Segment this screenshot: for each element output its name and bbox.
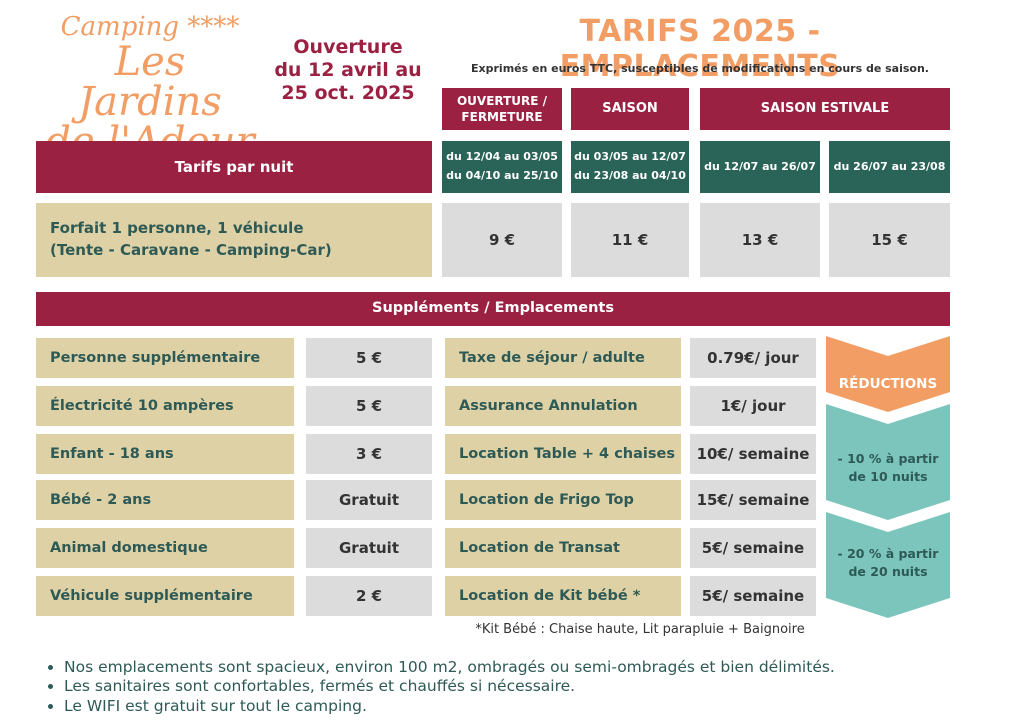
reduction-10: - 10 % à partir de 10 nuits — [837, 451, 939, 485]
supp-left-price-3: 3 € — [306, 434, 432, 474]
logo-line-2: Les Jardins — [78, 39, 222, 125]
supp-left-price-6: 2 € — [306, 576, 432, 616]
supp-right-price-2: 1€/ jour — [690, 386, 816, 426]
supp-left-label-3: Enfant - 18 ans — [36, 434, 294, 474]
supp-right-label-6: Location de Kit bébé * — [445, 576, 681, 616]
info-bullets: Nos emplacements sont spacieux, environ … — [40, 658, 835, 716]
forfait-price-1: 9 € — [442, 203, 562, 277]
opening-line-2: du 12 avril au — [274, 58, 422, 81]
supp-left-price-5: Gratuit — [306, 528, 432, 568]
page-subtitle: Exprimés en euros TTC, susceptibles de m… — [471, 62, 929, 75]
opening-dates: Ouverture du 12 avril au 25 oct. 2025 — [268, 36, 428, 104]
nightly-rates-header: Tarifs par nuit — [36, 141, 432, 193]
date-range-1: du 12/04 au 03/05 du 04/10 au 25/10 — [442, 141, 562, 193]
supp-right-price-4: 15€/ semaine — [690, 480, 816, 520]
forfait-price-2: 11 € — [571, 203, 689, 277]
opening-line-3: 25 oct. 2025 — [281, 81, 415, 104]
supp-left-label-6: Véhicule supplémentaire — [36, 576, 294, 616]
forfait-price-4: 15 € — [829, 203, 950, 277]
supp-right-price-1: 0.79€/ jour — [690, 338, 816, 378]
reduction-20: - 20 % à partir de 20 nuits — [837, 546, 939, 580]
reductions-title: RÉDUCTIONS — [838, 376, 938, 392]
reductions-arrow-teal-1 — [826, 404, 950, 520]
supp-left-label-2: Électricité 10 ampères — [36, 386, 294, 426]
camping-logo: Camping **** Les Jardins de l'Adour — [40, 14, 260, 162]
logo-line-1: Camping **** — [60, 12, 240, 42]
period-saison-estivale: SAISON ESTIVALE — [700, 88, 950, 130]
date-range-3: du 12/07 au 26/07 — [700, 141, 820, 193]
supp-right-price-6: 5€/ semaine — [690, 576, 816, 616]
bullet-item: Nos emplacements sont spacieux, environ … — [64, 658, 835, 677]
supp-right-label-2: Assurance Annulation — [445, 386, 681, 426]
supp-left-label-4: Bébé - 2 ans — [36, 480, 294, 520]
supplements-header: Suppléments / Emplacements — [36, 292, 950, 326]
supp-left-price-2: 5 € — [306, 386, 432, 426]
opening-line-1: Ouverture — [293, 36, 403, 58]
forfait-price-3: 13 € — [700, 203, 820, 277]
kit-bebe-footnote: *Kit Bébé : Chaise haute, Lit parapluie … — [475, 622, 805, 637]
supp-left-label-1: Personne supplémentaire — [36, 338, 294, 378]
period-saison: SAISON — [571, 88, 689, 130]
supp-right-label-3: Location Table + 4 chaises — [445, 434, 681, 474]
page-title: TARIFS 2025 - EMPLACEMENTS — [559, 14, 841, 84]
bullet-item: Le WIFI est gratuit sur tout le camping. — [64, 697, 835, 716]
supp-left-price-4: Gratuit — [306, 480, 432, 520]
supp-right-price-3: 10€/ semaine — [690, 434, 816, 474]
reductions-arrow-teal-2 — [826, 512, 950, 618]
supp-left-price-1: 5 € — [306, 338, 432, 378]
bullet-item: Les sanitaires sont confortables, fermés… — [64, 677, 835, 696]
reductions-arrow-orange — [826, 336, 950, 412]
supp-right-label-4: Location de Frigo Top — [445, 480, 681, 520]
period-ouverture-fermeture: OUVERTURE / FERMETURE — [442, 88, 562, 130]
supp-right-price-5: 5€/ semaine — [690, 528, 816, 568]
supp-left-label-5: Animal domestique — [36, 528, 294, 568]
date-range-4: du 26/07 au 23/08 — [829, 141, 950, 193]
forfait-label: Forfait 1 personne, 1 véhicule (Tente - … — [36, 203, 432, 277]
date-range-2: du 03/05 au 12/07 du 23/08 au 04/10 — [571, 141, 689, 193]
reductions-arrows — [826, 336, 950, 618]
supp-right-label-5: Location de Transat — [445, 528, 681, 568]
supp-right-label-1: Taxe de séjour / adulte — [445, 338, 681, 378]
